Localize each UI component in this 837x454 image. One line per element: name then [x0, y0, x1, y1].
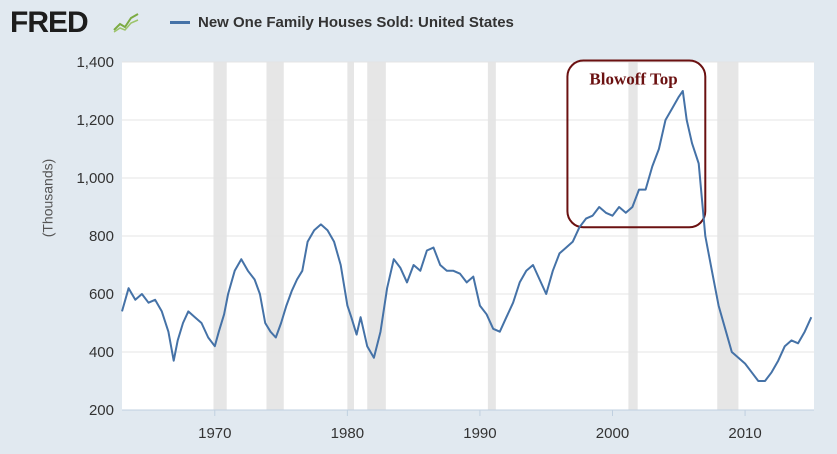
x-tick-label: 2010: [728, 425, 761, 442]
annotation: Blowoff Top: [566, 59, 707, 229]
y-tick-label: 600: [89, 286, 114, 303]
annotation-box: [566, 59, 707, 229]
y-tick-label: 1,200: [76, 112, 114, 129]
y-tick-label: 400: [89, 344, 114, 361]
chart-header: FRED New One Family Houses Sold: United …: [0, 0, 837, 50]
legend-label: New One Family Houses Sold: United State…: [198, 14, 514, 31]
line-chart-icon: [112, 10, 140, 34]
x-tick-label: 1970: [198, 425, 231, 442]
legend-swatch: [170, 21, 190, 24]
annotation-label: Blowoff Top: [589, 70, 677, 89]
series-line: [121, 90, 813, 382]
x-tick-label: 2000: [596, 425, 629, 442]
y-tick-label: 800: [89, 228, 114, 245]
legend: New One Family Houses Sold: United State…: [170, 14, 514, 31]
y-tick-label: 1,000: [76, 170, 114, 187]
x-tick-label: 1990: [463, 425, 496, 442]
y-tick-label: 1,400: [76, 54, 114, 71]
fred-logo[interactable]: FRED: [10, 6, 89, 39]
x-axis-ticks: 1970 1980 1990 2000 2010: [198, 410, 762, 442]
x-tick-label: 1980: [331, 425, 364, 442]
y-axis-ticks: 200 400 600 800 1,000 1,200 1,400: [76, 54, 114, 419]
y-tick-label: 200: [89, 402, 114, 419]
